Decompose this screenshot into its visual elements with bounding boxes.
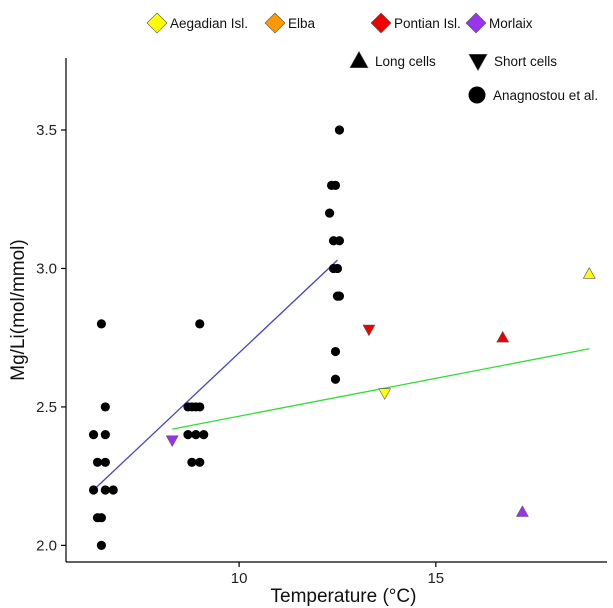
legend-label: Long cells [375,54,436,69]
x-tick-label: 15 [427,570,444,587]
data-point-circle [330,346,341,357]
data-point-circle [88,430,99,440]
x-axis-label: Temperature (°C) [271,586,417,607]
data-point-circle [195,319,205,329]
data-point-circle [183,430,193,440]
y-tick-label: 3.5 [36,122,57,139]
y-tick-label: 2.5 [36,399,57,416]
data-point-circle [88,485,99,495]
legend-label: Short cells [494,54,557,69]
data-point-circle [187,457,197,467]
data-point-circle [332,263,343,274]
data-point-circle [96,513,107,523]
data-points [88,125,596,550]
data-point-circle [100,485,110,495]
legend: Aegadian Isl. Elba Pontian Isl. Morlaix Long… [146,12,598,104]
legend-label: Pontian Isl. [394,16,461,31]
legend-label: Anagnostou et al. [493,88,598,103]
data-point-triangle-down [378,388,392,400]
y-axis-label: Mg/Li(mol/mmol) [8,239,29,380]
legend-label: Elba [288,16,316,31]
tick-group: 10 15 2.0 2.5 3.0 3.5 [36,122,444,587]
trend-line [93,259,338,491]
data-point-circle [100,430,110,440]
legend-marker [146,12,168,34]
legend-marker [264,12,286,34]
data-point-triangle-up [515,505,529,517]
data-point-triangle-up [496,330,510,343]
legend-marker [370,12,392,34]
data-point-circle [100,457,110,467]
data-point-circle [108,485,118,495]
data-point-triangle-up [582,267,596,279]
x-tick-label: 10 [231,570,248,587]
data-point-circle [199,430,209,440]
legend-marker [465,12,487,34]
data-point-circle [330,180,341,190]
legend-label: Aegadian Isl. [170,16,248,31]
data-point-circle [330,374,341,384]
legend-marker [468,54,488,72]
data-point-triangle-down [165,435,179,447]
data-point-circle [195,457,205,467]
data-point-circle [324,208,335,218]
data-point-circle [96,319,107,329]
data-point-circle [334,236,345,246]
legend-label: Morlaix [489,16,533,31]
y-tick-label: 2.0 [36,537,57,554]
data-point-circle [334,291,345,301]
data-point-circle [183,402,193,412]
data-point-circle [334,125,345,135]
plot-area: 10 15 2.0 2.5 3.0 3.5 [36,58,607,587]
y-tick-label: 3.0 [36,260,57,277]
data-point-triangle-down [362,324,376,337]
data-point-circle [195,402,205,412]
data-point-circle [92,457,103,467]
legend-marker [468,86,486,104]
data-point-circle [100,402,110,412]
data-point-circle [191,430,201,440]
data-point-circle [96,540,107,550]
legend-marker [349,50,369,68]
